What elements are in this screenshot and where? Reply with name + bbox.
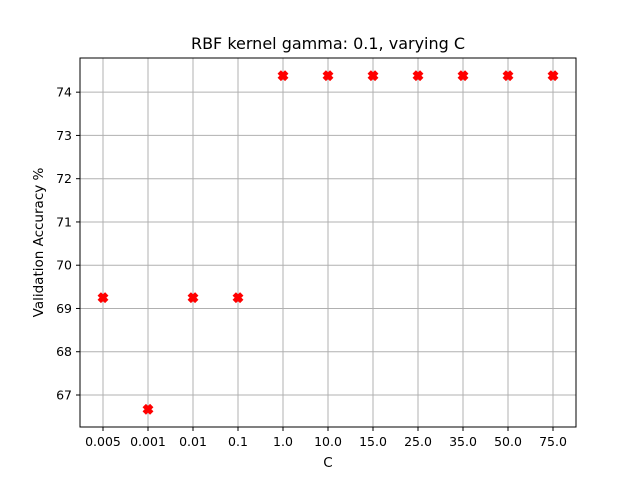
x-marker [367, 70, 379, 82]
x-marker [547, 70, 559, 82]
data-point [142, 403, 154, 415]
x-marker [97, 292, 109, 304]
data-point [547, 70, 559, 82]
y-tick-label: 68 [56, 344, 72, 359]
y-tick-label: 73 [56, 128, 72, 143]
x-tick-label: 0.005 [85, 434, 121, 449]
x-marker [277, 70, 289, 82]
x-marker [457, 70, 469, 82]
data-point [412, 70, 424, 82]
x-marker [502, 70, 514, 82]
x-tick-label: 10.0 [314, 434, 342, 449]
x-axis: 0.005 0.001 0.01 0.1 1.0 10.0 15.0 25.0 35.0 50.0… [85, 427, 567, 449]
y-tick-label: 70 [56, 258, 72, 273]
x-tick-label: 35.0 [449, 434, 477, 449]
x-marker [322, 70, 334, 82]
data-point [322, 70, 334, 82]
x-tick-label: 75.0 [539, 434, 567, 449]
data-point [367, 70, 379, 82]
x-marker [412, 70, 424, 82]
y-tick-label: 74 [56, 85, 72, 100]
data-point [97, 292, 109, 304]
data-point [457, 70, 469, 82]
x-tick-label: 25.0 [404, 434, 432, 449]
data-point [502, 70, 514, 82]
data-points [97, 70, 559, 415]
x-marker [232, 292, 244, 304]
y-tick-label: 67 [56, 387, 72, 402]
x-tick-label: 15.0 [359, 434, 387, 449]
y-axis: 67 68 69 70 71 72 73 74 [56, 85, 80, 402]
x-tick-label: 1.0 [273, 434, 293, 449]
x-marker [142, 403, 154, 415]
x-tick-label: 0.1 [228, 434, 248, 449]
x-axis-label: C [323, 455, 332, 471]
data-point [232, 292, 244, 304]
x-tick-label: 0.01 [179, 434, 207, 449]
x-marker [187, 292, 199, 304]
y-axis-label: Validation Accuracy % [31, 167, 47, 317]
data-point [187, 292, 199, 304]
y-tick-label: 71 [56, 214, 72, 229]
y-tick-label: 72 [56, 171, 72, 186]
x-tick-label: 50.0 [494, 434, 522, 449]
chart-title: RBF kernel gamma: 0.1, varying C [191, 34, 465, 53]
grid [80, 58, 576, 427]
y-tick-label: 69 [56, 301, 72, 316]
data-point [277, 70, 289, 82]
x-tick-label: 0.001 [130, 434, 166, 449]
